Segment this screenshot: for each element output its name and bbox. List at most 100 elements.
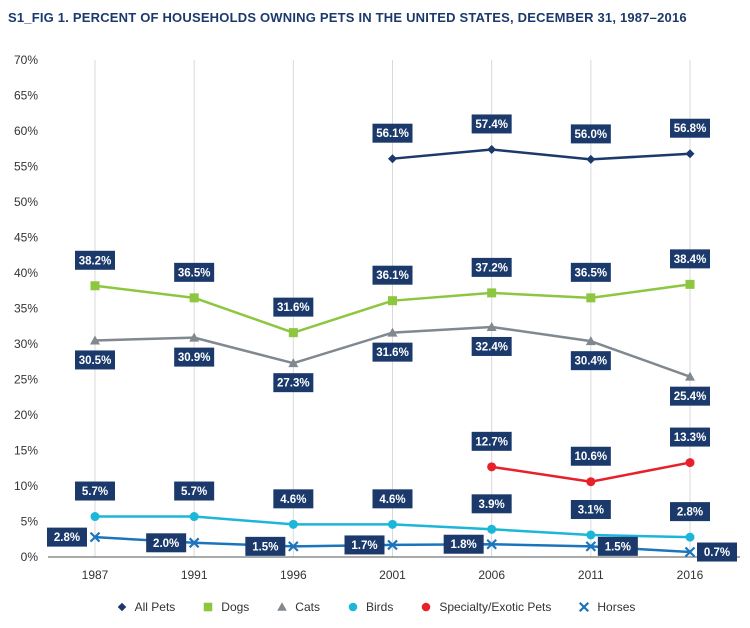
legend-marker-horses xyxy=(579,601,590,613)
data-label-box xyxy=(344,535,385,555)
data-label-text: 30.9% xyxy=(178,352,211,364)
data-label-cats: 30.4% xyxy=(570,351,611,371)
legend-label: Birds xyxy=(365,600,394,614)
data-label-text: 1.5% xyxy=(252,541,278,553)
data-label-box xyxy=(75,481,115,501)
data-point-cats xyxy=(288,358,299,368)
data-label-dogs: 36.5% xyxy=(570,262,611,282)
data-label-box xyxy=(570,499,611,519)
data-label-dogs: 36.1% xyxy=(372,265,413,285)
data-label-text: 2.8% xyxy=(677,507,703,519)
data-point-cats xyxy=(90,335,100,345)
y-tick-label: 20% xyxy=(14,408,38,422)
data-label-text: 36.5% xyxy=(178,267,211,279)
legend-marker-shape xyxy=(422,602,431,612)
chart-title: S1_FIG 1. PERCENT OF HOUSEHOLDS OWNING P… xyxy=(8,10,687,25)
y-tick-label: 55% xyxy=(14,160,38,174)
data-label-cats: 30.5% xyxy=(75,350,115,370)
data-label-box xyxy=(273,297,314,317)
y-tick-label: 35% xyxy=(14,302,38,316)
data-point-dogs xyxy=(388,296,397,306)
data-label-text: 30.5% xyxy=(79,355,112,367)
data-label-box xyxy=(75,350,115,370)
data-label-dogs: 38.2% xyxy=(75,250,115,270)
data-point-all-pets xyxy=(586,154,596,164)
y-tick-label: 25% xyxy=(14,373,38,387)
data-label-text: 1.8% xyxy=(451,539,477,551)
data-label-box xyxy=(471,494,512,514)
data-point-cats xyxy=(685,371,695,381)
legend-label: All Pets xyxy=(134,600,176,614)
data-point-birds xyxy=(189,512,199,522)
data-label-text: 5.7% xyxy=(82,486,108,498)
data-point-cats xyxy=(189,332,200,342)
data-point-birds xyxy=(388,519,397,529)
series-horses xyxy=(89,531,696,558)
data-label-text: 2.8% xyxy=(54,532,80,544)
data-point-horses xyxy=(288,541,299,552)
data-point-birds xyxy=(586,530,596,540)
data-point-all-pets xyxy=(388,154,397,164)
y-tick-label: 40% xyxy=(14,266,38,280)
data-label-text: 4.6% xyxy=(280,494,306,506)
data-label-box xyxy=(471,431,512,451)
series-line-all-pets xyxy=(392,148,691,161)
data-point-horses xyxy=(684,546,696,558)
data-label-horses: 1.7% xyxy=(344,535,385,555)
data-label-box xyxy=(174,262,215,282)
data-label-box xyxy=(670,502,710,522)
legend-item-dogs: Dogs xyxy=(201,600,249,614)
x-tick-label: 2011 xyxy=(578,568,604,582)
data-point-birds xyxy=(288,519,298,529)
data-label-cats: 25.4% xyxy=(670,386,710,406)
data-point-all-pets xyxy=(685,149,695,159)
data-label-box xyxy=(570,351,611,371)
y-tick-label: 45% xyxy=(14,231,38,245)
y-tick-label: 5% xyxy=(21,515,39,529)
data-label-birds: 4.6% xyxy=(372,489,413,509)
data-label-box xyxy=(372,342,413,362)
data-label-box xyxy=(670,249,710,269)
data-label-birds: 3.1% xyxy=(570,499,611,519)
data-label-text: 30.4% xyxy=(575,356,608,368)
data-point-birds xyxy=(685,532,695,542)
x-tick-label: 2016 xyxy=(677,568,704,582)
data-label-box xyxy=(471,114,512,134)
data-label-text: 1.7% xyxy=(351,540,377,552)
data-label-box xyxy=(670,386,710,406)
series-birds xyxy=(90,512,695,542)
data-label-text: 0.7% xyxy=(704,547,730,559)
legend-item-horses: Horses xyxy=(577,600,635,614)
series-dogs xyxy=(90,279,695,338)
line-chart: 1987 1991 1996 2001 2006 2011 2016 0% 5% 10% 15% 20… xyxy=(14,53,740,582)
data-label-specialty-exotic-pets: 10.6% xyxy=(570,446,611,466)
legend-label: Cats xyxy=(295,600,320,614)
series-all-pets xyxy=(388,144,695,164)
data-label-text: 57.4% xyxy=(475,119,508,131)
data-label-text: 4.6% xyxy=(379,494,405,506)
legend-item-specialty-exotic-pets: Specialty/Exotic Pets xyxy=(419,600,551,614)
data-label-text: 56.0% xyxy=(575,129,608,141)
x-tick-label: 2001 xyxy=(379,568,406,582)
data-point-dogs xyxy=(685,279,695,289)
data-label-box xyxy=(273,373,314,393)
data-label-birds: 4.6% xyxy=(273,489,314,509)
chart-legend: All Pets Dogs Cats Birds Specialty/Exotic Pe… xyxy=(0,600,750,614)
legend-label: Horses xyxy=(597,600,636,614)
data-label-text: 36.1% xyxy=(376,270,409,282)
data-label-cats: 31.6% xyxy=(372,342,413,362)
data-label-horses: 2.0% xyxy=(146,533,187,553)
data-label-text: 36.5% xyxy=(575,267,608,279)
data-label-text: 38.2% xyxy=(79,255,112,267)
data-label-box xyxy=(273,489,314,509)
data-label-text: 13.3% xyxy=(674,432,707,444)
data-label-text: 3.1% xyxy=(578,504,604,516)
data-label-text: 12.7% xyxy=(475,436,508,448)
data-label-birds: 5.7% xyxy=(75,481,115,501)
data-point-dogs xyxy=(90,281,100,291)
data-label-specialty-exotic-pets: 12.7% xyxy=(471,431,512,451)
data-label-text: 56.8% xyxy=(674,123,707,135)
data-label-box xyxy=(471,336,512,356)
data-label-box xyxy=(47,527,87,547)
data-label-horses: 1.5% xyxy=(597,536,638,556)
